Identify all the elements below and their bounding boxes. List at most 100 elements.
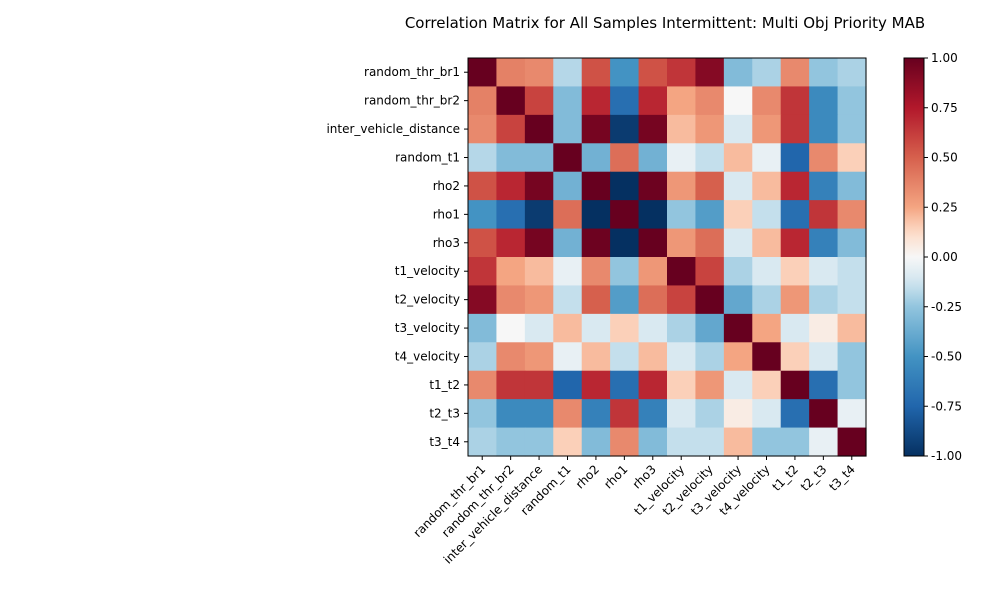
heatmap-cell <box>723 427 753 457</box>
x-tick-label: rho2 <box>573 462 602 491</box>
heatmap-cell <box>667 171 697 201</box>
heatmap-cell <box>723 285 753 315</box>
heatmap-cell <box>581 228 611 258</box>
heatmap-cell <box>581 370 611 400</box>
heatmap-cell <box>638 58 668 88</box>
heatmap-cell <box>667 370 697 400</box>
heatmap-cell <box>638 114 668 144</box>
heatmap-cell <box>837 58 867 88</box>
heatmap-cell <box>837 257 867 287</box>
heatmap-cell <box>468 171 498 201</box>
heatmap-cell <box>695 285 725 315</box>
heatmap-cell <box>723 86 753 116</box>
heatmap-cell <box>496 257 526 287</box>
heatmap-cell <box>468 143 498 173</box>
heatmap-cell <box>667 114 697 144</box>
y-tick-label: random_thr_br1 <box>364 65 460 79</box>
heatmap-cell <box>780 200 810 230</box>
heatmap-cell <box>667 285 697 315</box>
heatmap-cell <box>723 200 753 230</box>
heatmap-cell <box>667 342 697 372</box>
heatmap-cell <box>667 257 697 287</box>
heatmap-cell <box>524 427 554 457</box>
heatmap-cell <box>553 427 583 457</box>
heatmap-cell <box>723 342 753 372</box>
heatmap-cell <box>496 86 526 116</box>
y-tick-label: t3_velocity <box>395 321 460 335</box>
heatmap-cell <box>752 342 782 372</box>
heatmap-cell <box>667 399 697 429</box>
heatmap-cell <box>610 143 640 173</box>
heatmap-cell <box>610 86 640 116</box>
heatmap-cell <box>638 370 668 400</box>
y-tick-label: rho1 <box>433 207 460 221</box>
heatmap-cell <box>752 200 782 230</box>
y-tick-label: t4_velocity <box>395 350 460 364</box>
heatmap-cell <box>752 171 782 201</box>
heatmap-cell <box>695 114 725 144</box>
heatmap-cell <box>610 342 640 372</box>
heatmap-cell <box>581 257 611 287</box>
heatmap-cell <box>667 427 697 457</box>
heatmap-cell <box>695 257 725 287</box>
heatmap-cell <box>553 399 583 429</box>
heatmap-cell <box>752 427 782 457</box>
heatmap-cell <box>524 171 554 201</box>
colorbar-tick-label: 0.00 <box>931 250 958 264</box>
heatmap-cell <box>468 86 498 116</box>
heatmap-cell <box>780 285 810 315</box>
heatmap-cell <box>695 58 725 88</box>
heatmap-cell <box>581 200 611 230</box>
heatmap-cell <box>638 228 668 258</box>
y-tick-label: random_t1 <box>395 151 460 165</box>
heatmap-cell <box>780 143 810 173</box>
heatmap-cell <box>524 257 554 287</box>
y-tick-label: rho3 <box>433 236 460 250</box>
heatmap-cell <box>752 228 782 258</box>
heatmap-cell <box>638 143 668 173</box>
heatmap-cell <box>723 228 753 258</box>
heatmap-cell <box>780 228 810 258</box>
heatmap-cell <box>524 313 554 343</box>
heatmap-cell <box>780 399 810 429</box>
heatmap-cell <box>837 342 867 372</box>
heatmap-cell <box>524 114 554 144</box>
heatmap-cell <box>809 171 839 201</box>
x-tick-label: rho1 <box>601 462 630 491</box>
y-tick-label: rho2 <box>433 179 460 193</box>
y-tick-label: random_thr_br2 <box>364 94 460 108</box>
heatmap-cell <box>496 58 526 88</box>
heatmap-cell <box>695 171 725 201</box>
colorbar-tick-label: -1.00 <box>931 449 962 463</box>
heatmap-cell <box>524 143 554 173</box>
heatmap-cell <box>553 143 583 173</box>
heatmap-cell <box>752 399 782 429</box>
y-tick-labels: random_thr_br1 random_thr_br2 inter_vehicl… <box>326 65 468 449</box>
heatmap-cell <box>837 285 867 315</box>
heatmap-cell <box>809 228 839 258</box>
heatmap-cell <box>610 200 640 230</box>
heatmap-cell <box>837 228 867 258</box>
heatmap-cell <box>524 58 554 88</box>
heatmap-cell <box>553 114 583 144</box>
x-tick-labels: random_thr_br1random_thr_br2inter_vehicl… <box>411 456 858 567</box>
y-tick-label: t1_t2 <box>429 378 460 392</box>
heatmap-cell <box>780 114 810 144</box>
heatmap-cell <box>837 171 867 201</box>
chart-title: Correlation Matrix for All Samples Inter… <box>405 14 925 32</box>
heatmap-cell <box>695 200 725 230</box>
heatmap-cell <box>695 86 725 116</box>
heatmap-cell <box>524 342 554 372</box>
heatmap-cell <box>723 399 753 429</box>
heatmap-cell <box>809 399 839 429</box>
heatmap-cell <box>610 257 640 287</box>
heatmap-cell <box>638 399 668 429</box>
colorbar <box>903 57 925 457</box>
heatmap-cell <box>638 285 668 315</box>
heatmap-cell <box>809 313 839 343</box>
heatmap-cell <box>837 200 867 230</box>
heatmap-cell <box>496 228 526 258</box>
heatmap-cell <box>638 427 668 457</box>
colorbar-tick-label: -0.25 <box>931 300 962 314</box>
heatmap-cell <box>496 200 526 230</box>
